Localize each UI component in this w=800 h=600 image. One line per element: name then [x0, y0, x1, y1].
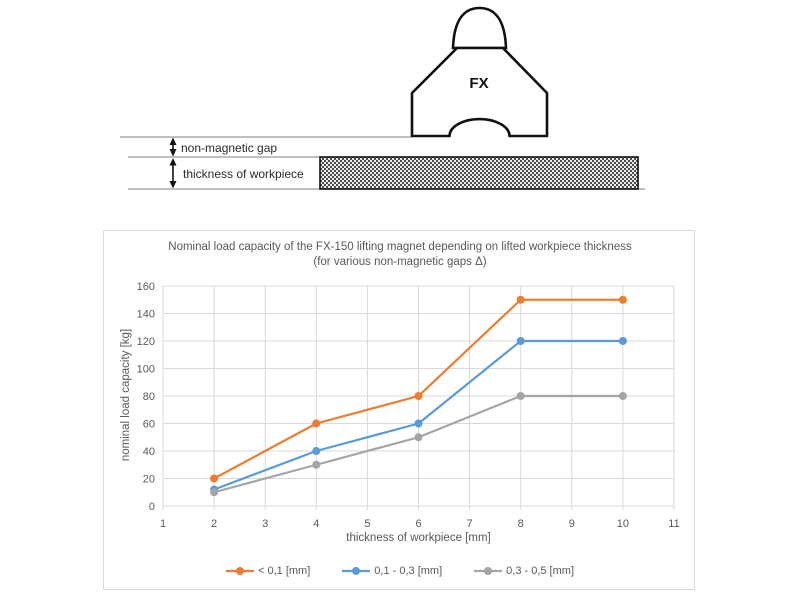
- legend-label: 0,1 - 0,3 [mm]: [374, 565, 443, 577]
- chart-legend: < 0,1 [mm] 0,1 - 0,3 [mm] 0,3 - 0,5 [mm]: [144, 565, 656, 577]
- x-tick-label: 4: [313, 518, 319, 530]
- workpiece-rect: [319, 156, 639, 190]
- thickness-dimension-arrow: [169, 158, 177, 189]
- data-point-marker: [210, 474, 219, 483]
- chart-title: Nominal load capacity of the FX-150 lift…: [168, 241, 632, 253]
- y-tick-label: 0: [149, 501, 155, 513]
- data-point-marker: [210, 488, 219, 497]
- y-tick-label: 100: [137, 364, 155, 376]
- y-tick-label: 140: [137, 309, 155, 321]
- legend-label: 0,3 - 0,5 [mm]: [506, 565, 574, 577]
- legend-item: 0,3 - 0,5 [mm]: [474, 565, 574, 577]
- plot-svg: 0 20 40 60 80 100 120 140 160 1 2 3 4 5 6 7 8 9 10 11: [137, 281, 680, 530]
- chart-subtitle: (for various non-magnetic gaps Δ): [313, 256, 487, 268]
- data-point-marker: [414, 419, 423, 428]
- x-tick-label: 7: [467, 518, 473, 530]
- gap-label: non-magnetic gap: [181, 141, 277, 155]
- y-tick-label: 120: [137, 336, 155, 348]
- x-tick-label: 3: [262, 518, 268, 530]
- x-tick-label: 8: [518, 518, 524, 530]
- legend-label: < 0,1 [mm]: [258, 565, 311, 577]
- y-axis-label: nominal load capacity [kg]: [120, 328, 132, 462]
- data-point-marker: [618, 295, 627, 304]
- data-point-marker: [414, 392, 423, 400]
- y-tick-label: 160: [137, 281, 155, 293]
- thickness-label: thickness of workpiece: [183, 167, 304, 181]
- data-point-marker: [414, 433, 423, 442]
- data-point-marker: [312, 460, 321, 469]
- gap-dimension-arrow: [169, 137, 177, 157]
- legend-item: < 0,1 [mm]: [226, 565, 310, 577]
- x-tick-label: 9: [569, 518, 575, 530]
- data-point-marker: [516, 337, 525, 345]
- y-tick-label: 20: [143, 474, 155, 486]
- x-tick-label: 6: [415, 518, 421, 530]
- x-tick-label: 2: [211, 518, 217, 530]
- magnet-shackle: [451, 6, 508, 50]
- x-tick-label: 11: [668, 518, 679, 530]
- data-point-marker: [618, 337, 627, 345]
- data-point-marker: [516, 295, 525, 304]
- magnet-body: [410, 46, 549, 138]
- x-tick-label: 1: [160, 518, 166, 530]
- x-tick-label: 5: [364, 518, 370, 530]
- chart-panel: Nominal load capacity of the FX-150 lift…: [103, 230, 695, 590]
- data-point-marker: [516, 392, 525, 400]
- y-tick-label: 80: [143, 391, 155, 403]
- data-point-marker: [312, 419, 321, 428]
- y-tick-label: 60: [143, 419, 155, 431]
- y-tick-label: 40: [143, 446, 155, 458]
- data-point-marker: [312, 447, 321, 455]
- legend-marker-icon: [342, 567, 371, 575]
- legend-marker-icon: [226, 567, 254, 575]
- data-point-marker: [618, 392, 627, 400]
- magnet-diagram: non-magnetic gap thickness of workpiece …: [120, 6, 645, 190]
- plot-border: [162, 285, 675, 507]
- x-axis-label: thickness of workpiece [mm]: [346, 532, 491, 544]
- legend-item: 0,1 - 0,3 [mm]: [342, 565, 442, 577]
- magnet-label: FX: [469, 75, 488, 92]
- x-tick-label: 10: [617, 518, 629, 530]
- legend-marker-icon: [474, 567, 503, 575]
